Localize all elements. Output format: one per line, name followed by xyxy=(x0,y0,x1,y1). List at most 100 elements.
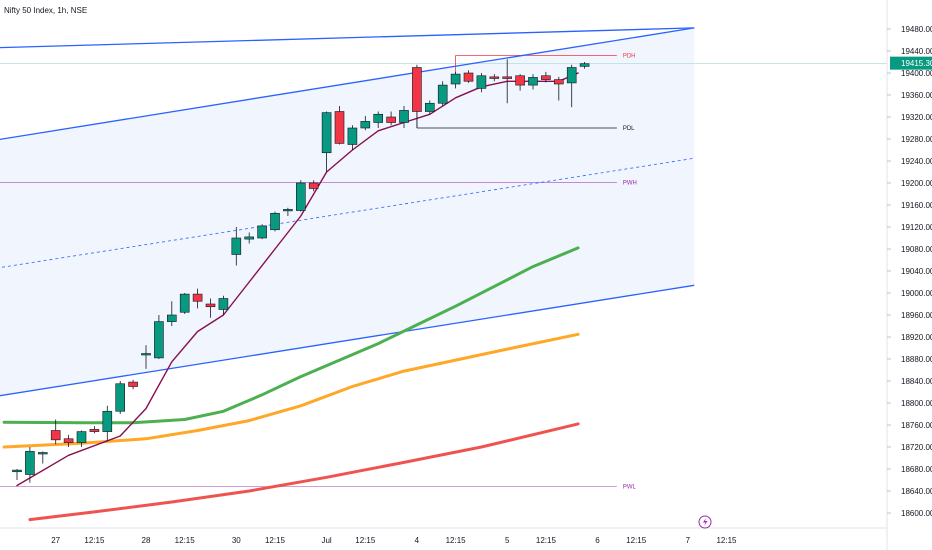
moving-averages xyxy=(2,72,580,522)
candle[interactable] xyxy=(154,315,164,359)
candle[interactable] xyxy=(437,81,448,106)
candle[interactable] xyxy=(89,426,100,434)
candle-body xyxy=(450,73,461,85)
candle[interactable] xyxy=(541,71,551,83)
y-tick-label: 19000.00 xyxy=(901,289,932,298)
x-tick-label: 12:15 xyxy=(536,536,557,545)
candle[interactable] xyxy=(192,288,203,309)
candle-body xyxy=(192,293,203,302)
level-label-pdl: PDL xyxy=(623,126,635,132)
candle[interactable] xyxy=(360,115,371,131)
ema-green-line xyxy=(2,246,580,425)
candle[interactable] xyxy=(205,298,216,318)
candle-body xyxy=(128,381,138,387)
candle-body xyxy=(25,451,35,475)
candle[interactable] xyxy=(50,419,61,445)
candle[interactable] xyxy=(463,70,474,83)
candle[interactable] xyxy=(476,73,487,93)
candle-body xyxy=(76,431,87,443)
candle[interactable] xyxy=(167,301,177,326)
candle-body xyxy=(218,298,229,310)
channel-lines xyxy=(0,27,695,397)
channel-area xyxy=(0,27,695,396)
x-tick-label: 28 xyxy=(142,536,151,545)
x-tick-label: 7 xyxy=(686,536,691,545)
candle[interactable] xyxy=(528,74,538,90)
candle[interactable] xyxy=(218,295,229,315)
candle[interactable] xyxy=(566,64,577,108)
candle-body xyxy=(63,438,74,443)
y-tick-label: 18800.00 xyxy=(901,399,932,408)
candle[interactable] xyxy=(515,74,525,91)
y-tick-label: 19360.00 xyxy=(901,91,932,100)
candle-body xyxy=(283,209,293,212)
candle[interactable] xyxy=(179,293,190,314)
candle[interactable] xyxy=(37,451,48,464)
y-tick-label: 18720.00 xyxy=(901,443,932,452)
candle[interactable] xyxy=(373,111,384,129)
time-axis[interactable]: 27 12:15 28 12:15 30 12:15 Jul 12:15 4 12:15 5 12:1… xyxy=(51,536,737,545)
candle[interactable] xyxy=(115,381,125,414)
candle[interactable] xyxy=(257,224,267,240)
candle[interactable] xyxy=(12,469,22,480)
candle[interactable] xyxy=(553,76,564,101)
candle[interactable] xyxy=(579,62,590,69)
ema-red-line xyxy=(28,422,580,522)
current-price-badge xyxy=(890,56,932,70)
candle-body xyxy=(295,182,306,211)
candle-body xyxy=(579,63,590,67)
candle[interactable] xyxy=(321,111,332,173)
candle-body xyxy=(102,410,113,432)
candle-body xyxy=(37,452,48,455)
price-axis[interactable]: 19480.00 19440.00 19400.00 19360.00 19320.00… xyxy=(887,25,932,518)
y-tick-label: 19200.00 xyxy=(901,179,932,188)
candle[interactable] xyxy=(502,59,513,104)
lightning-icon[interactable] xyxy=(698,515,712,529)
candle[interactable] xyxy=(231,227,242,266)
candle-body xyxy=(566,67,577,84)
candle-body xyxy=(463,72,474,82)
candle[interactable] xyxy=(308,180,319,192)
candle-body xyxy=(360,121,371,129)
candle-body xyxy=(489,76,500,79)
candle-body xyxy=(167,314,177,322)
candle[interactable] xyxy=(334,106,345,145)
x-tick-label: 27 xyxy=(51,536,60,545)
x-tick-label: 12:15 xyxy=(265,536,286,545)
candle[interactable] xyxy=(244,232,254,244)
candle[interactable] xyxy=(63,434,74,447)
candle-body xyxy=(553,79,564,85)
candle[interactable] xyxy=(386,111,396,126)
x-tick-label: 12:15 xyxy=(446,536,467,545)
candle-body xyxy=(502,76,513,79)
y-tick-label: 18840.00 xyxy=(901,377,932,386)
y-tick-label: 18760.00 xyxy=(901,421,932,430)
candle[interactable] xyxy=(424,100,435,115)
candle[interactable] xyxy=(76,430,87,448)
chart-title: Nifty 50 Index, 1h, NSE xyxy=(4,6,87,15)
candle[interactable] xyxy=(270,211,280,232)
candle-body xyxy=(308,182,319,189)
candle[interactable] xyxy=(347,125,358,150)
x-tick-label: 6 xyxy=(595,536,600,545)
candle[interactable] xyxy=(283,207,293,216)
candle[interactable] xyxy=(25,447,35,483)
candle[interactable] xyxy=(102,405,113,442)
candle[interactable] xyxy=(141,345,151,369)
candle-body xyxy=(89,429,100,432)
candle-body xyxy=(141,353,151,356)
candle-body xyxy=(412,67,422,112)
candle-body xyxy=(12,469,22,473)
candle-body xyxy=(154,321,164,359)
candle[interactable] xyxy=(295,180,306,212)
x-tick-label: Jul xyxy=(321,536,331,545)
candle[interactable] xyxy=(128,379,138,390)
candles[interactable] xyxy=(12,59,590,483)
candle[interactable] xyxy=(412,64,422,128)
y-tick-label: 19040.00 xyxy=(901,267,932,276)
level-label-pwh: PWH xyxy=(623,180,637,186)
candle[interactable] xyxy=(489,74,500,82)
candle[interactable] xyxy=(450,71,461,89)
candle[interactable] xyxy=(399,106,409,128)
